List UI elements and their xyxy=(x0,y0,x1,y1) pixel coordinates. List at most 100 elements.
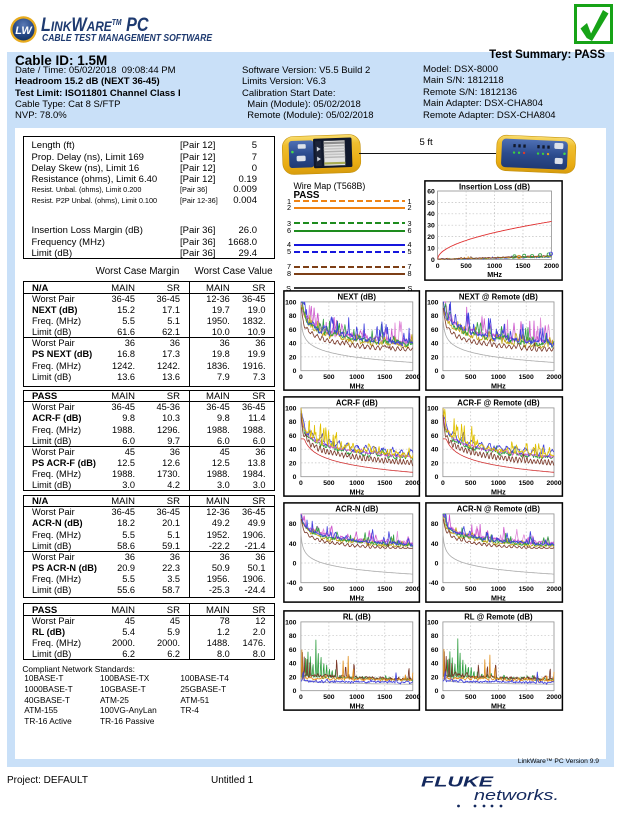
svg-text:500: 500 xyxy=(323,694,335,701)
svg-text:1000: 1000 xyxy=(349,374,364,381)
svg-text:1000: 1000 xyxy=(490,586,505,593)
svg-text:10: 10 xyxy=(427,245,435,252)
svg-text:-40: -40 xyxy=(286,580,296,587)
svg-text:0: 0 xyxy=(434,474,438,481)
svg-text:80: 80 xyxy=(288,521,296,528)
svg-text:1500: 1500 xyxy=(377,480,392,487)
svg-text:2000: 2000 xyxy=(405,586,420,593)
svg-text:60: 60 xyxy=(430,646,438,653)
svg-text:0: 0 xyxy=(299,694,303,701)
svg-text:2000: 2000 xyxy=(546,694,561,701)
svg-text:0: 0 xyxy=(292,560,296,567)
svg-text:30: 30 xyxy=(427,223,435,230)
svg-text:NEXT (dB): NEXT (dB) xyxy=(337,293,376,302)
svg-text:500: 500 xyxy=(465,586,477,593)
svg-text:40: 40 xyxy=(430,660,438,667)
svg-text:100: 100 xyxy=(427,619,439,626)
svg-text:-40: -40 xyxy=(428,580,438,587)
svg-text:1500: 1500 xyxy=(518,586,533,593)
svg-text:0: 0 xyxy=(292,368,296,375)
svg-text:2000: 2000 xyxy=(546,586,561,593)
svg-text:1500: 1500 xyxy=(377,694,392,701)
svg-text:ACR-N @ Remote (dB): ACR-N @ Remote (dB) xyxy=(456,505,540,514)
svg-text:0: 0 xyxy=(441,586,445,593)
svg-text:20: 20 xyxy=(430,354,438,361)
svg-text:40: 40 xyxy=(427,211,435,218)
svg-text:40: 40 xyxy=(430,341,438,348)
svg-text:500: 500 xyxy=(465,374,477,381)
svg-text:1000: 1000 xyxy=(349,694,364,701)
svg-text:40: 40 xyxy=(288,660,296,667)
svg-text:0: 0 xyxy=(299,374,303,381)
svg-text:500: 500 xyxy=(465,694,477,701)
svg-text:20: 20 xyxy=(430,460,438,467)
svg-text:60: 60 xyxy=(430,327,438,334)
svg-text:1000: 1000 xyxy=(349,480,364,487)
svg-text:MHz: MHz xyxy=(349,701,364,710)
svg-text:0: 0 xyxy=(441,374,445,381)
svg-text:60: 60 xyxy=(427,188,435,195)
svg-text:0: 0 xyxy=(292,474,296,481)
svg-text:2000: 2000 xyxy=(405,374,420,381)
svg-text:Insertion Loss (dB): Insertion Loss (dB) xyxy=(459,183,530,192)
svg-text:100: 100 xyxy=(285,619,297,626)
svg-text:1500: 1500 xyxy=(518,374,533,381)
svg-text:2000: 2000 xyxy=(546,374,561,381)
svg-text:FLUKE: FLUKE xyxy=(421,775,495,791)
svg-text:2000: 2000 xyxy=(544,263,559,270)
svg-text:0: 0 xyxy=(299,586,303,593)
svg-text:50: 50 xyxy=(427,200,435,207)
svg-text:2000: 2000 xyxy=(405,480,420,487)
svg-text:100: 100 xyxy=(285,405,297,412)
svg-text:RL @ Remote (dB): RL @ Remote (dB) xyxy=(464,612,533,621)
svg-text:500: 500 xyxy=(323,586,335,593)
svg-text:60: 60 xyxy=(288,327,296,334)
svg-text:MHz: MHz xyxy=(491,701,506,710)
svg-text:MHz: MHz xyxy=(491,593,506,602)
svg-text:40: 40 xyxy=(288,341,296,348)
svg-text:500: 500 xyxy=(323,480,335,487)
svg-text:40: 40 xyxy=(288,541,296,548)
svg-text:1500: 1500 xyxy=(518,694,533,701)
svg-text:60: 60 xyxy=(288,433,296,440)
svg-text:0: 0 xyxy=(441,694,445,701)
svg-text:0: 0 xyxy=(434,368,438,375)
svg-text:0: 0 xyxy=(434,688,438,695)
svg-text:MHz: MHz xyxy=(491,381,506,390)
svg-text:80: 80 xyxy=(430,521,438,528)
svg-text:MHz: MHz xyxy=(349,381,364,390)
svg-text:ACR-F (dB): ACR-F (dB) xyxy=(335,399,377,408)
svg-text:80: 80 xyxy=(288,633,296,640)
svg-text:0: 0 xyxy=(299,480,303,487)
svg-text:100: 100 xyxy=(427,299,439,306)
svg-text:20: 20 xyxy=(430,674,438,681)
svg-text:ACR-N (dB): ACR-N (dB) xyxy=(335,505,378,514)
svg-text:80: 80 xyxy=(430,419,438,426)
svg-text:80: 80 xyxy=(288,313,296,320)
svg-text:1500: 1500 xyxy=(518,480,533,487)
svg-text:2000: 2000 xyxy=(546,480,561,487)
svg-text:500: 500 xyxy=(323,374,335,381)
svg-text:500: 500 xyxy=(460,263,472,270)
svg-text:ACR-F @ Remote (dB): ACR-F @ Remote (dB) xyxy=(457,399,540,408)
svg-text:0: 0 xyxy=(436,263,440,270)
svg-text:1500: 1500 xyxy=(377,586,392,593)
svg-text:networks.: networks. xyxy=(474,787,559,804)
svg-text:20: 20 xyxy=(288,674,296,681)
svg-text:MHz: MHz xyxy=(349,487,364,496)
svg-text:40: 40 xyxy=(288,447,296,454)
svg-text:80: 80 xyxy=(288,419,296,426)
svg-text:MHz: MHz xyxy=(491,487,506,496)
svg-text:20: 20 xyxy=(427,234,435,241)
svg-text:1500: 1500 xyxy=(377,374,392,381)
svg-text:80: 80 xyxy=(430,633,438,640)
svg-text:1000: 1000 xyxy=(490,374,505,381)
svg-text:1000: 1000 xyxy=(490,694,505,701)
svg-text:0: 0 xyxy=(431,257,435,264)
svg-text:20: 20 xyxy=(288,354,296,361)
svg-text:MHz: MHz xyxy=(487,270,502,279)
svg-text:80: 80 xyxy=(430,313,438,320)
svg-text:500: 500 xyxy=(465,480,477,487)
svg-text:RL (dB): RL (dB) xyxy=(342,612,370,621)
svg-text:40: 40 xyxy=(430,447,438,454)
